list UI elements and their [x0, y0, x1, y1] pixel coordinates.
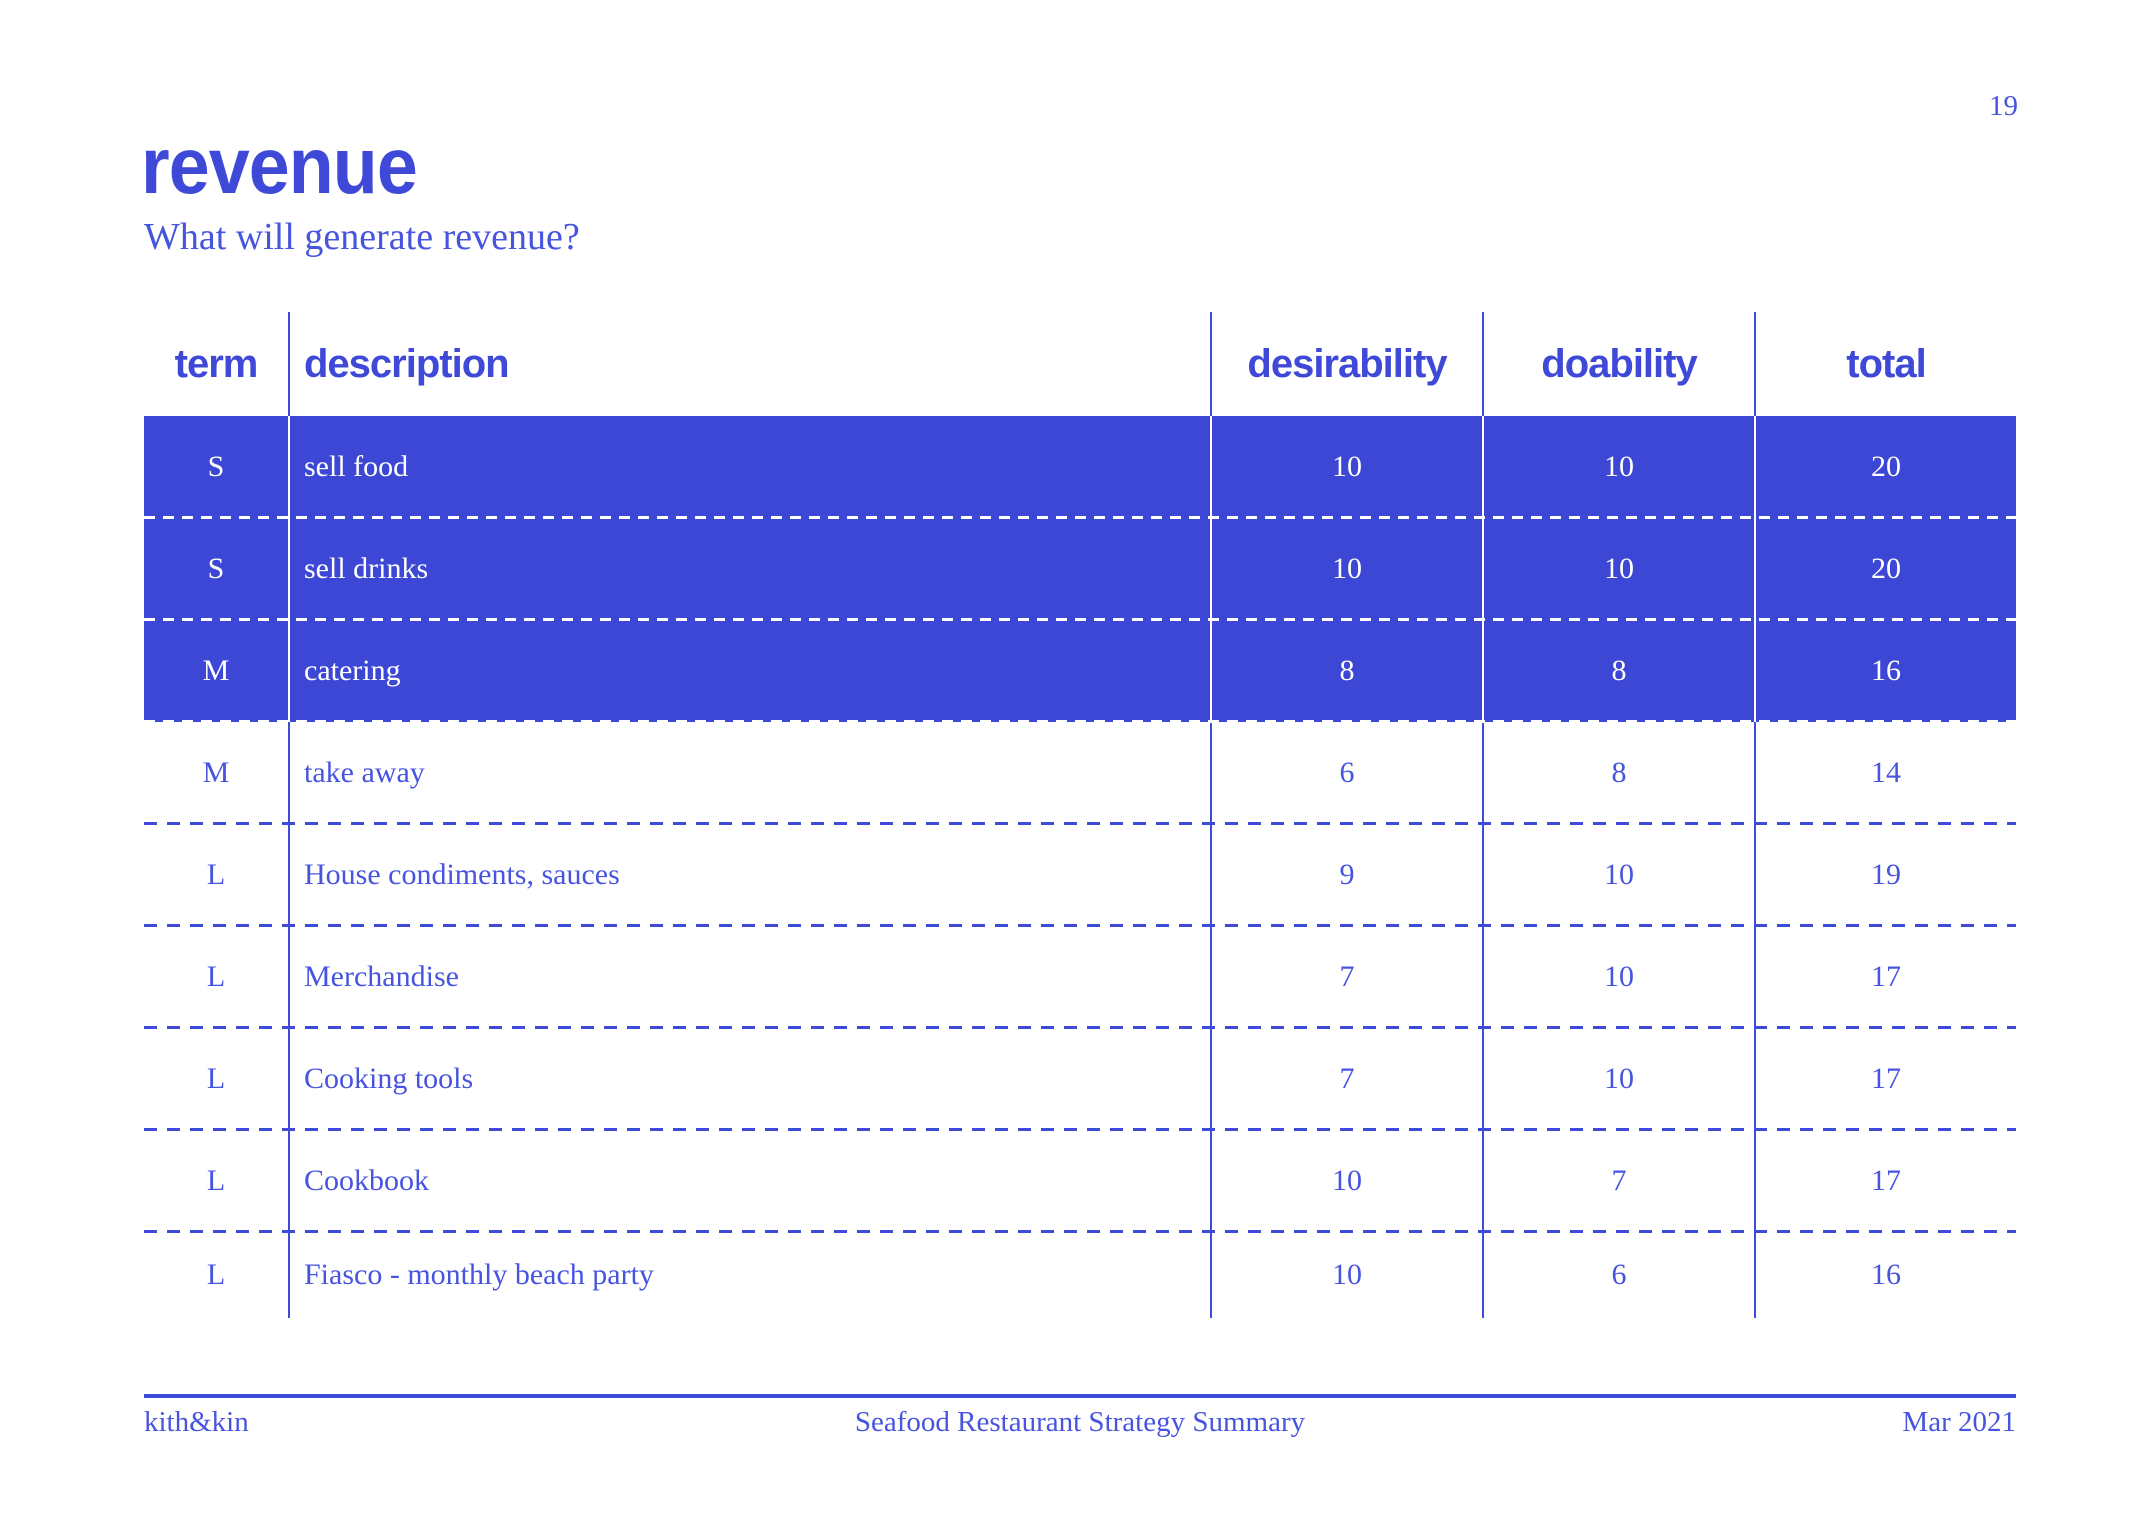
cell-term: L: [206, 960, 226, 993]
cell-description: sell drinks: [288, 518, 1210, 620]
cell-desirability: 10: [1210, 1130, 1482, 1232]
cell-desirability: 7: [1210, 1028, 1482, 1130]
cell-term: L: [206, 1258, 226, 1291]
footer-brand: kith&kin: [144, 1406, 249, 1438]
cell-description: House condiments, sauces: [288, 824, 1210, 926]
table-header-row: term description desirability doability …: [144, 312, 2016, 416]
cell-term: L: [206, 1164, 226, 1197]
footer-document-title: Seafood Restaurant Strategy Summary: [854, 1406, 1306, 1438]
cell-description: Cooking tools: [288, 1028, 1210, 1130]
cell-doability: 6: [1482, 1232, 1754, 1318]
page-number: 19: [1989, 90, 2018, 122]
cell-doability: 7: [1482, 1130, 1754, 1232]
cell-total: 20: [1754, 416, 2016, 518]
cell-description: catering: [288, 620, 1210, 722]
footer-date: Mar 2021: [1902, 1406, 2016, 1438]
cell-total: 14: [1754, 722, 2016, 824]
cell-term: M: [202, 756, 230, 789]
cell-desirability: 9: [1210, 824, 1482, 926]
cell-doability: 8: [1482, 620, 1754, 722]
cell-doability: 10: [1482, 926, 1754, 1028]
cell-term: M: [202, 654, 230, 687]
slide-title: revenue: [141, 121, 418, 210]
cell-doability: 10: [1482, 518, 1754, 620]
cell-total: 17: [1754, 1130, 2016, 1232]
slide-subtitle: What will generate revenue?: [144, 216, 580, 258]
cell-desirability: 7: [1210, 926, 1482, 1028]
cell-desirability: 10: [1210, 518, 1482, 620]
column-header-total: total: [1754, 312, 2016, 416]
table-row: L Cooking tools 7 10 17: [144, 1028, 2016, 1131]
cell-desirability: 8: [1210, 620, 1482, 722]
table-row: L Merchandise 7 10 17: [144, 926, 2016, 1029]
column-header-desirability: desirability: [1210, 312, 1482, 416]
table-row: L Cookbook 10 7 17: [144, 1130, 2016, 1233]
cell-term: S: [207, 450, 225, 483]
cell-total: 17: [1754, 926, 2016, 1028]
column-header-term: term: [174, 341, 259, 386]
cell-total: 16: [1754, 1232, 2016, 1318]
cell-term: L: [206, 1062, 226, 1095]
cell-desirability: 6: [1210, 722, 1482, 824]
cell-term: L: [206, 858, 226, 891]
cell-doability: 10: [1482, 824, 1754, 926]
cell-description: take away: [288, 722, 1210, 824]
cell-description: sell food: [288, 416, 1210, 518]
cell-description: Cookbook: [288, 1130, 1210, 1232]
cell-description: Fiasco - monthly beach party: [288, 1232, 1210, 1318]
cell-doability: 10: [1482, 416, 1754, 518]
column-header-doability: doability: [1482, 312, 1754, 416]
cell-term: S: [207, 552, 225, 585]
cell-total: 20: [1754, 518, 2016, 620]
cell-total: 19: [1754, 824, 2016, 926]
cell-doability: 10: [1482, 1028, 1754, 1130]
table-row: L Fiasco - monthly beach party 10 6 16: [144, 1232, 2016, 1318]
footer-divider: [144, 1394, 2016, 1398]
cell-desirability: 10: [1210, 1232, 1482, 1318]
column-header-description: description: [288, 312, 1210, 416]
cell-total: 16: [1754, 620, 2016, 722]
cell-total: 17: [1754, 1028, 2016, 1130]
revenue-table: term description desirability doability …: [144, 312, 2016, 1318]
cell-description: Merchandise: [288, 926, 1210, 1028]
table-row: L House condiments, sauces 9 10 19: [144, 824, 2016, 927]
cell-doability: 8: [1482, 722, 1754, 824]
cell-desirability: 10: [1210, 416, 1482, 518]
